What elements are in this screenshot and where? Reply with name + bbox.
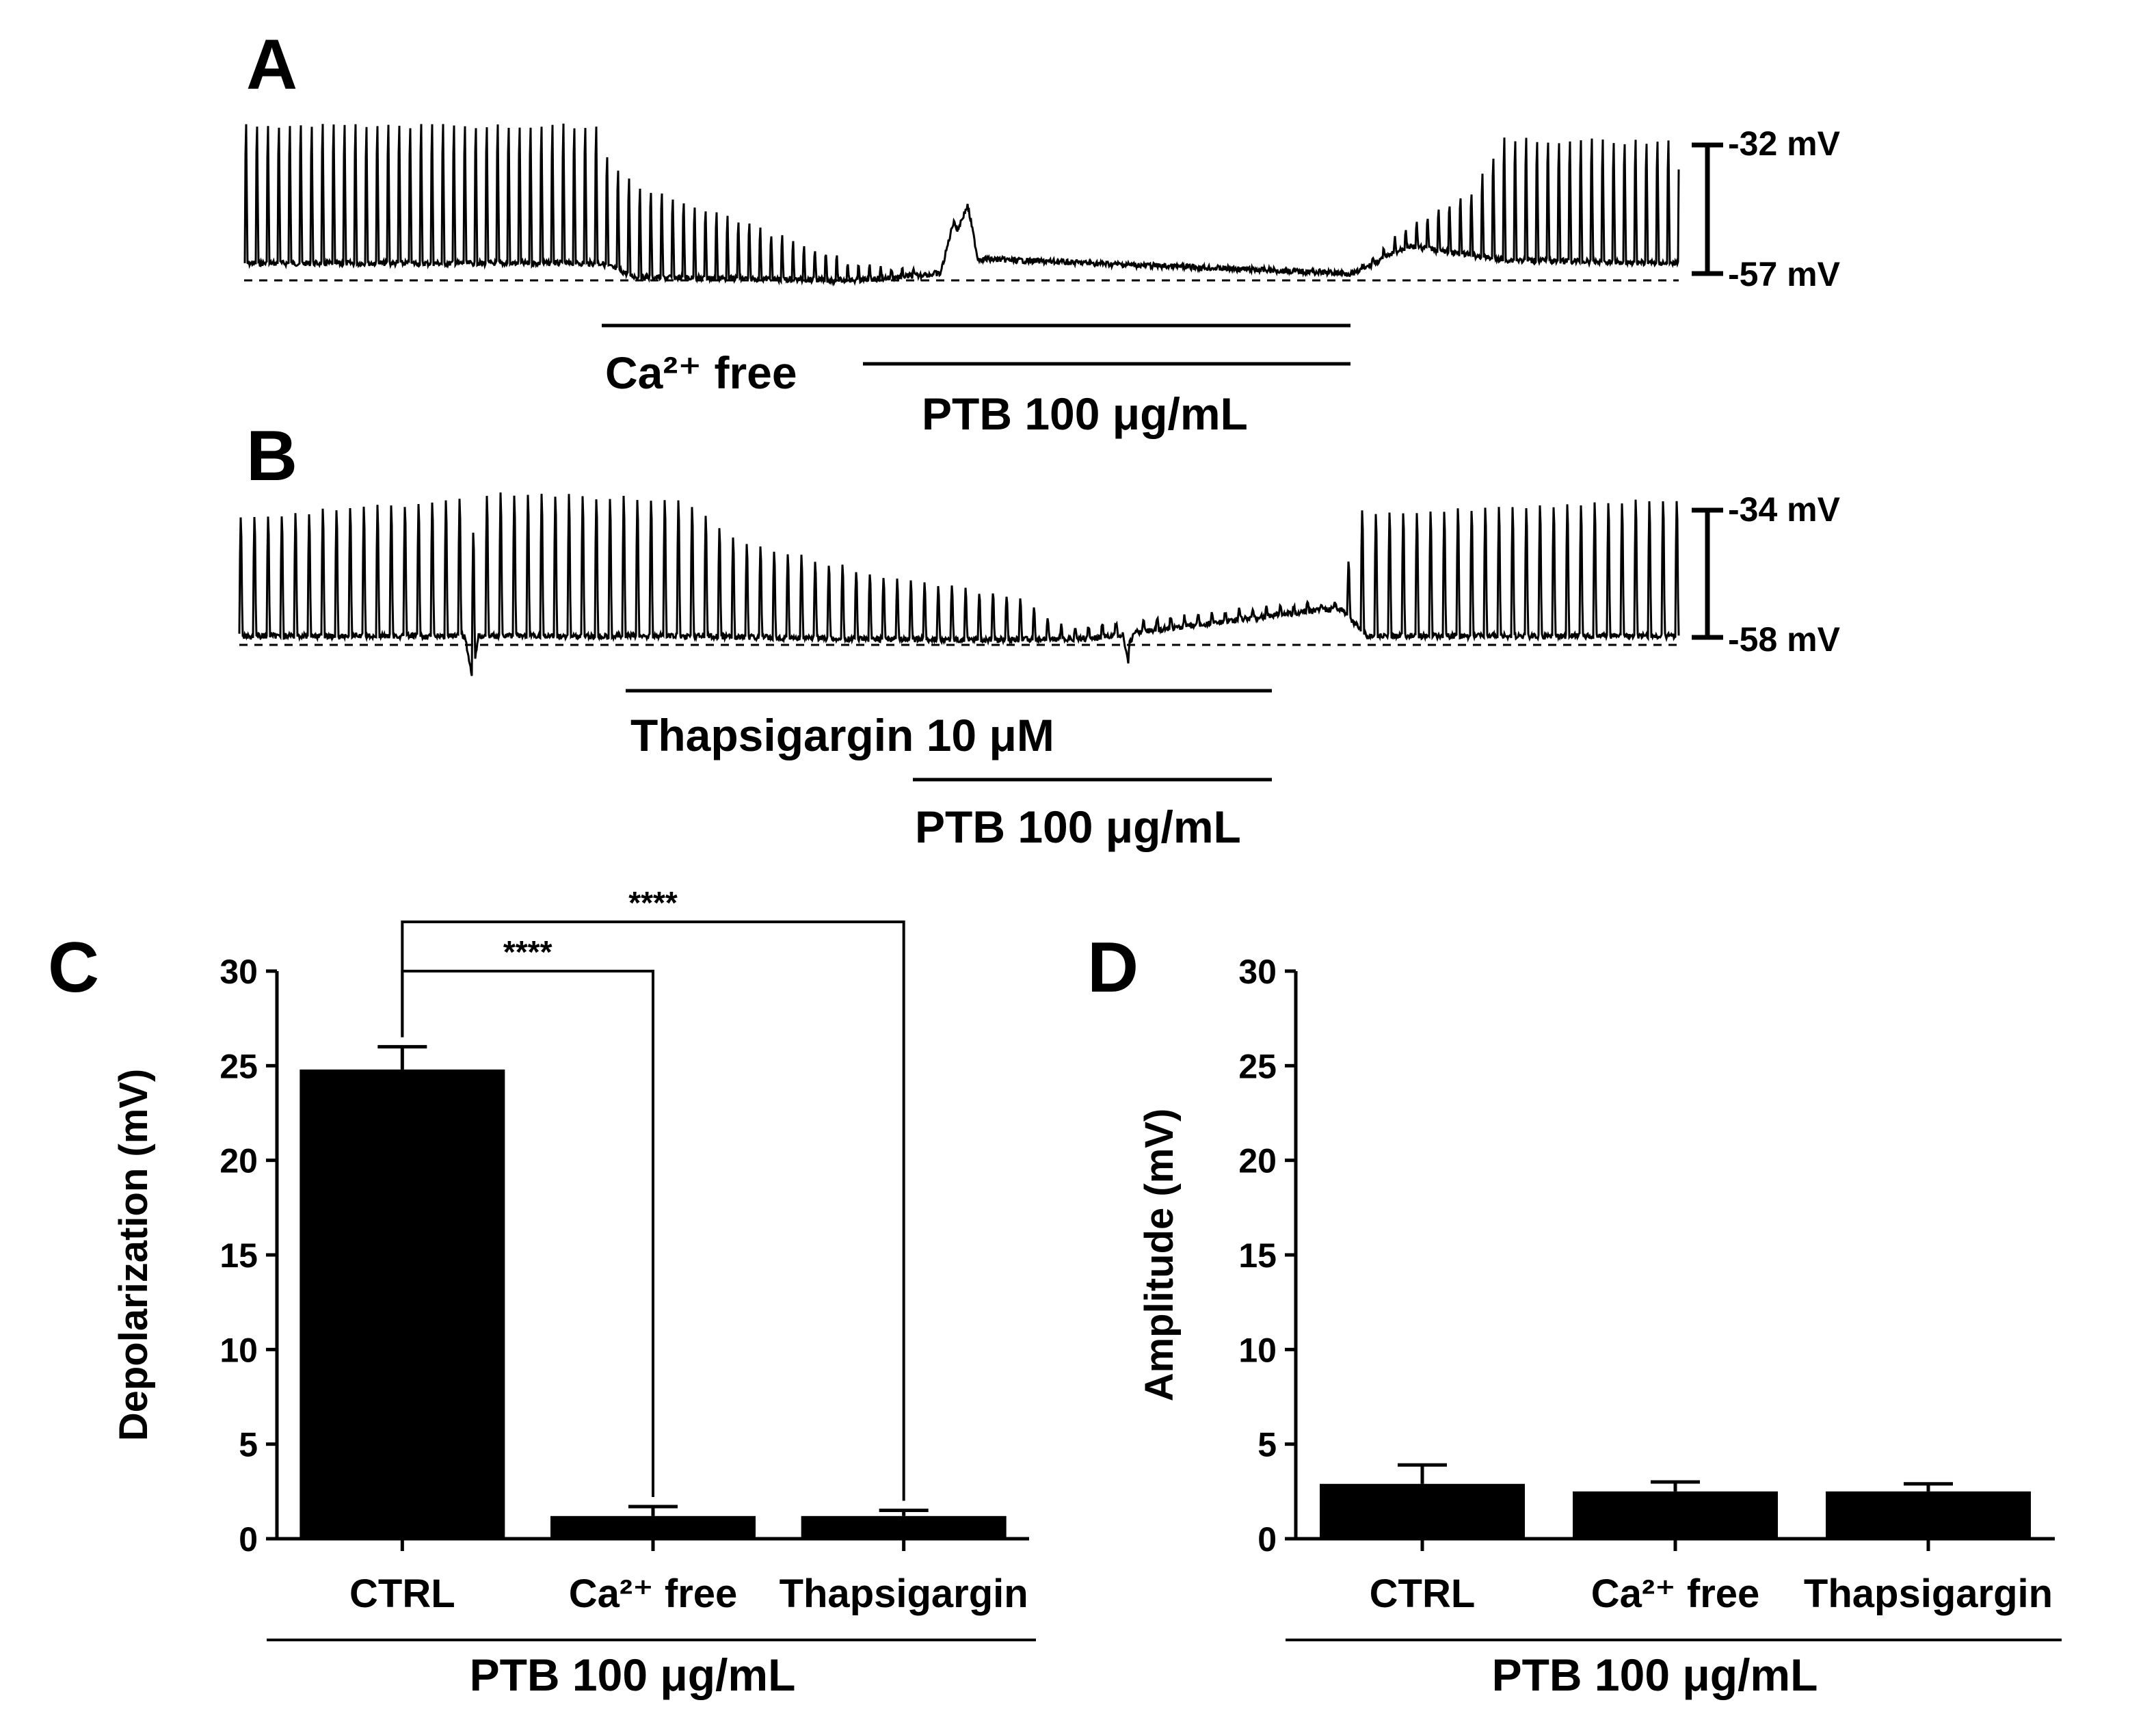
bar-d-1 (1573, 1491, 1778, 1539)
y-tick-label-c: 30 (219, 953, 258, 991)
panel-b-letter: B (246, 416, 297, 496)
treatment-label-thapsigargin: Thapsigargin 10 μM (630, 710, 1054, 760)
category-label-c-0: CTRL (349, 1572, 455, 1616)
chart-d-amplitude: D 0 5 10 15 20 25 30 Amplitude (mV) CTRL Ca²⁺ fre… (1087, 928, 2062, 1700)
group-label-c: PTB 100 μg/mL (470, 1650, 796, 1700)
y-axis-title-c: Depolarization (mV) (111, 1069, 156, 1442)
y-tick-label-c: 15 (219, 1236, 258, 1275)
y-tick-label-c: 25 (219, 1047, 258, 1085)
significance-label-c-0: **** (503, 934, 553, 970)
y-tick-label-d: 20 (1238, 1142, 1277, 1180)
y-tick-label-c: 5 (239, 1426, 258, 1464)
panel-b: B -34 mV -58 mV Thapsigargin 10 μM PTB 1… (238, 416, 1841, 852)
membrane-potential-trace-b (238, 492, 1680, 676)
significance-label-c-1: **** (628, 885, 678, 921)
treatment-label-ca-free: Ca²⁺ free (605, 347, 797, 398)
y-tick-label-d: 25 (1238, 1047, 1277, 1085)
bar-d-2 (1826, 1491, 2031, 1539)
scale-b-top-label: -34 mV (1728, 490, 1841, 529)
panel-d-letter: D (1087, 928, 1139, 1007)
category-label-d-2: Thapsigargin (1804, 1572, 2053, 1616)
y-tick-label-d: 15 (1238, 1236, 1277, 1275)
y-tick-label-c: 0 (239, 1520, 258, 1559)
category-label-c-2: Thapsigargin (780, 1572, 1028, 1616)
panel-c-letter: C (48, 928, 99, 1007)
bar-c-1 (550, 1515, 756, 1539)
treatment-label-ptb-b: PTB 100 μg/mL (915, 802, 1241, 852)
group-label-d: PTB 100 μg/mL (1492, 1650, 1818, 1700)
bar-d-0 (1320, 1483, 1525, 1539)
category-label-c-1: Ca²⁺ free (569, 1572, 738, 1616)
y-tick-label-d: 5 (1257, 1426, 1277, 1464)
scale-a-bottom-label: -57 mV (1728, 255, 1841, 293)
category-label-d-0: CTRL (1370, 1572, 1476, 1616)
bar-c-0 (300, 1069, 505, 1539)
y-tick-label-c: 20 (219, 1142, 258, 1180)
panel-a-letter: A (246, 25, 297, 105)
y-tick-label-d: 10 (1238, 1331, 1277, 1369)
bar-c-2 (801, 1515, 1007, 1539)
panel-a: A -32 mV -57 mV Ca²⁺ free PTB 100 μg/mL (243, 25, 1841, 439)
scale-b-bottom-label: -58 mV (1728, 620, 1841, 659)
treatment-label-ptb-a: PTB 100 μg/mL (922, 388, 1248, 439)
y-axis-title-d: Amplitude (mV) (1137, 1109, 1182, 1402)
y-tick-label-d: 0 (1257, 1520, 1277, 1559)
category-label-d-1: Ca²⁺ free (1591, 1572, 1760, 1616)
membrane-potential-trace-a (243, 123, 1680, 287)
significance-bracket-c-1 (401, 921, 905, 1501)
chart-c-depolarization: C 0 5 10 15 20 25 30 Depolarization (mV) CTRL Ca²… (48, 885, 1036, 1700)
y-tick-label-c: 10 (219, 1331, 258, 1369)
y-tick-label-d: 30 (1238, 953, 1277, 991)
scale-a-top-label: -32 mV (1728, 124, 1841, 163)
